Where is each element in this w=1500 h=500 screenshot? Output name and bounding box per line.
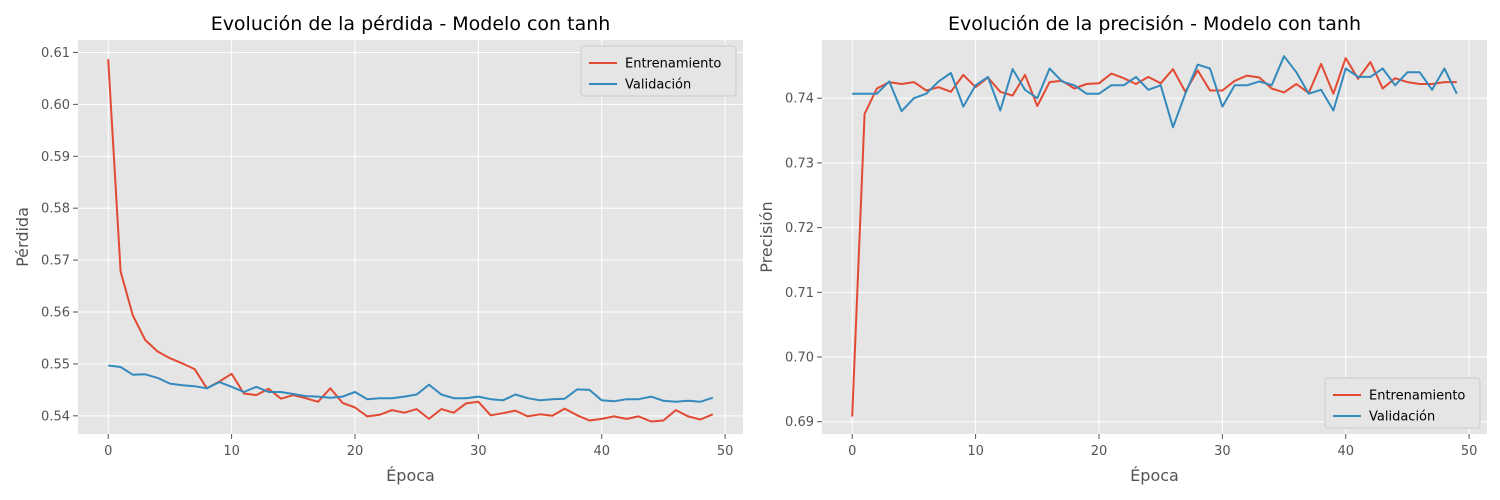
loss-legend-box: [580, 45, 737, 97]
accuracy-chart: 0 10 20 30 40 50 0.69 0.70 0.71 0.72 0.73 0.74 Evo…: [757, 13, 1487, 485]
loss-y-tick-label: 0.59: [41, 150, 70, 165]
accuracy-legend-val-label: Validación: [1369, 410, 1435, 425]
loss-plot-area: [78, 40, 743, 434]
loss-x-axis-label: Época: [386, 466, 435, 485]
accuracy-y-tick-label: 0.69: [785, 415, 814, 430]
loss-x-ticks: 0 10 20 30 40 50: [104, 434, 733, 459]
accuracy-legend-train-label: Entrenamiento: [1369, 389, 1465, 404]
loss-y-tick-label: 0.56: [41, 306, 70, 321]
loss-legend-val-label: Validación: [625, 78, 691, 93]
loss-y-ticks: 0.54 0.55 0.56 0.57 0.58 0.59 0.60 0.61: [41, 46, 78, 424]
loss-x-tick-label: 50: [717, 444, 734, 459]
loss-x-tick-label: 20: [347, 444, 364, 459]
loss-x-tick-label: 40: [593, 444, 610, 459]
accuracy-chart-title: Evolución de la precisión - Modelo con t…: [948, 13, 1361, 35]
accuracy-plot-area: [822, 40, 1487, 434]
accuracy-x-tick-label: 50: [1461, 444, 1478, 459]
loss-legend: Entrenamiento Validación: [580, 45, 737, 97]
accuracy-legend-box: [1324, 377, 1481, 429]
accuracy-x-tick-label: 10: [967, 444, 984, 459]
accuracy-lines: [851, 55, 1458, 417]
loss-x-tick-label: 10: [223, 444, 240, 459]
loss-legend-train-label: Entrenamiento: [625, 57, 721, 72]
accuracy-x-tick-label: 30: [1214, 444, 1231, 459]
loss-y-tick-label: 0.60: [41, 98, 70, 113]
loss-y-tick-label: 0.61: [41, 46, 70, 61]
loss-x-tick-label: 0: [104, 444, 112, 459]
accuracy-x-tick-label: 20: [1091, 444, 1108, 459]
accuracy-y-ticks: 0.69 0.70 0.71 0.72 0.73 0.74: [785, 92, 822, 430]
loss-y-tick-label: 0.58: [41, 202, 70, 217]
loss-chart-title: Evolución de la pérdida - Modelo con tan…: [211, 13, 611, 35]
accuracy-grid: [822, 40, 1487, 434]
accuracy-y-axis-label: Precisión: [757, 201, 776, 272]
loss-y-axis-label: Pérdida: [13, 207, 32, 267]
accuracy-y-tick-label: 0.73: [785, 156, 814, 171]
loss-y-tick-label: 0.55: [41, 357, 70, 372]
loss-y-tick-label: 0.54: [41, 409, 70, 424]
accuracy-x-tick-label: 40: [1337, 444, 1354, 459]
accuracy-legend: Entrenamiento Validación: [1324, 377, 1481, 429]
loss-x-tick-label: 30: [470, 444, 487, 459]
accuracy-y-tick-label: 0.72: [785, 221, 814, 236]
accuracy-y-tick-label: 0.71: [785, 286, 814, 301]
loss-series-val-line: [108, 364, 714, 403]
accuracy-x-axis-label: Época: [1130, 466, 1179, 485]
accuracy-series-val-line: [852, 55, 1458, 129]
loss-chart: 0 10 20 30 40 50 0.54 0.55 0.56 0.57 0.58 0.59 0.60…: [13, 13, 743, 485]
accuracy-y-tick-label: 0.74: [785, 92, 814, 107]
loss-y-tick-label: 0.57: [41, 254, 70, 269]
accuracy-x-tick-label: 0: [848, 444, 856, 459]
accuracy-x-ticks: 0 10 20 30 40 50: [848, 434, 1477, 459]
loss-lines: [107, 59, 714, 423]
accuracy-y-tick-label: 0.70: [785, 351, 814, 366]
